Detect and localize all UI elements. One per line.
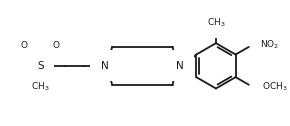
- Text: NO$_2$: NO$_2$: [260, 39, 280, 51]
- Text: S: S: [37, 61, 44, 71]
- Text: CH$_3$: CH$_3$: [31, 80, 50, 93]
- Text: OCH$_3$: OCH$_3$: [262, 80, 288, 93]
- Text: CH$_3$: CH$_3$: [207, 16, 225, 29]
- Text: O: O: [21, 41, 28, 50]
- Text: N: N: [176, 61, 184, 71]
- Text: N: N: [101, 61, 108, 71]
- Text: O: O: [53, 41, 60, 50]
